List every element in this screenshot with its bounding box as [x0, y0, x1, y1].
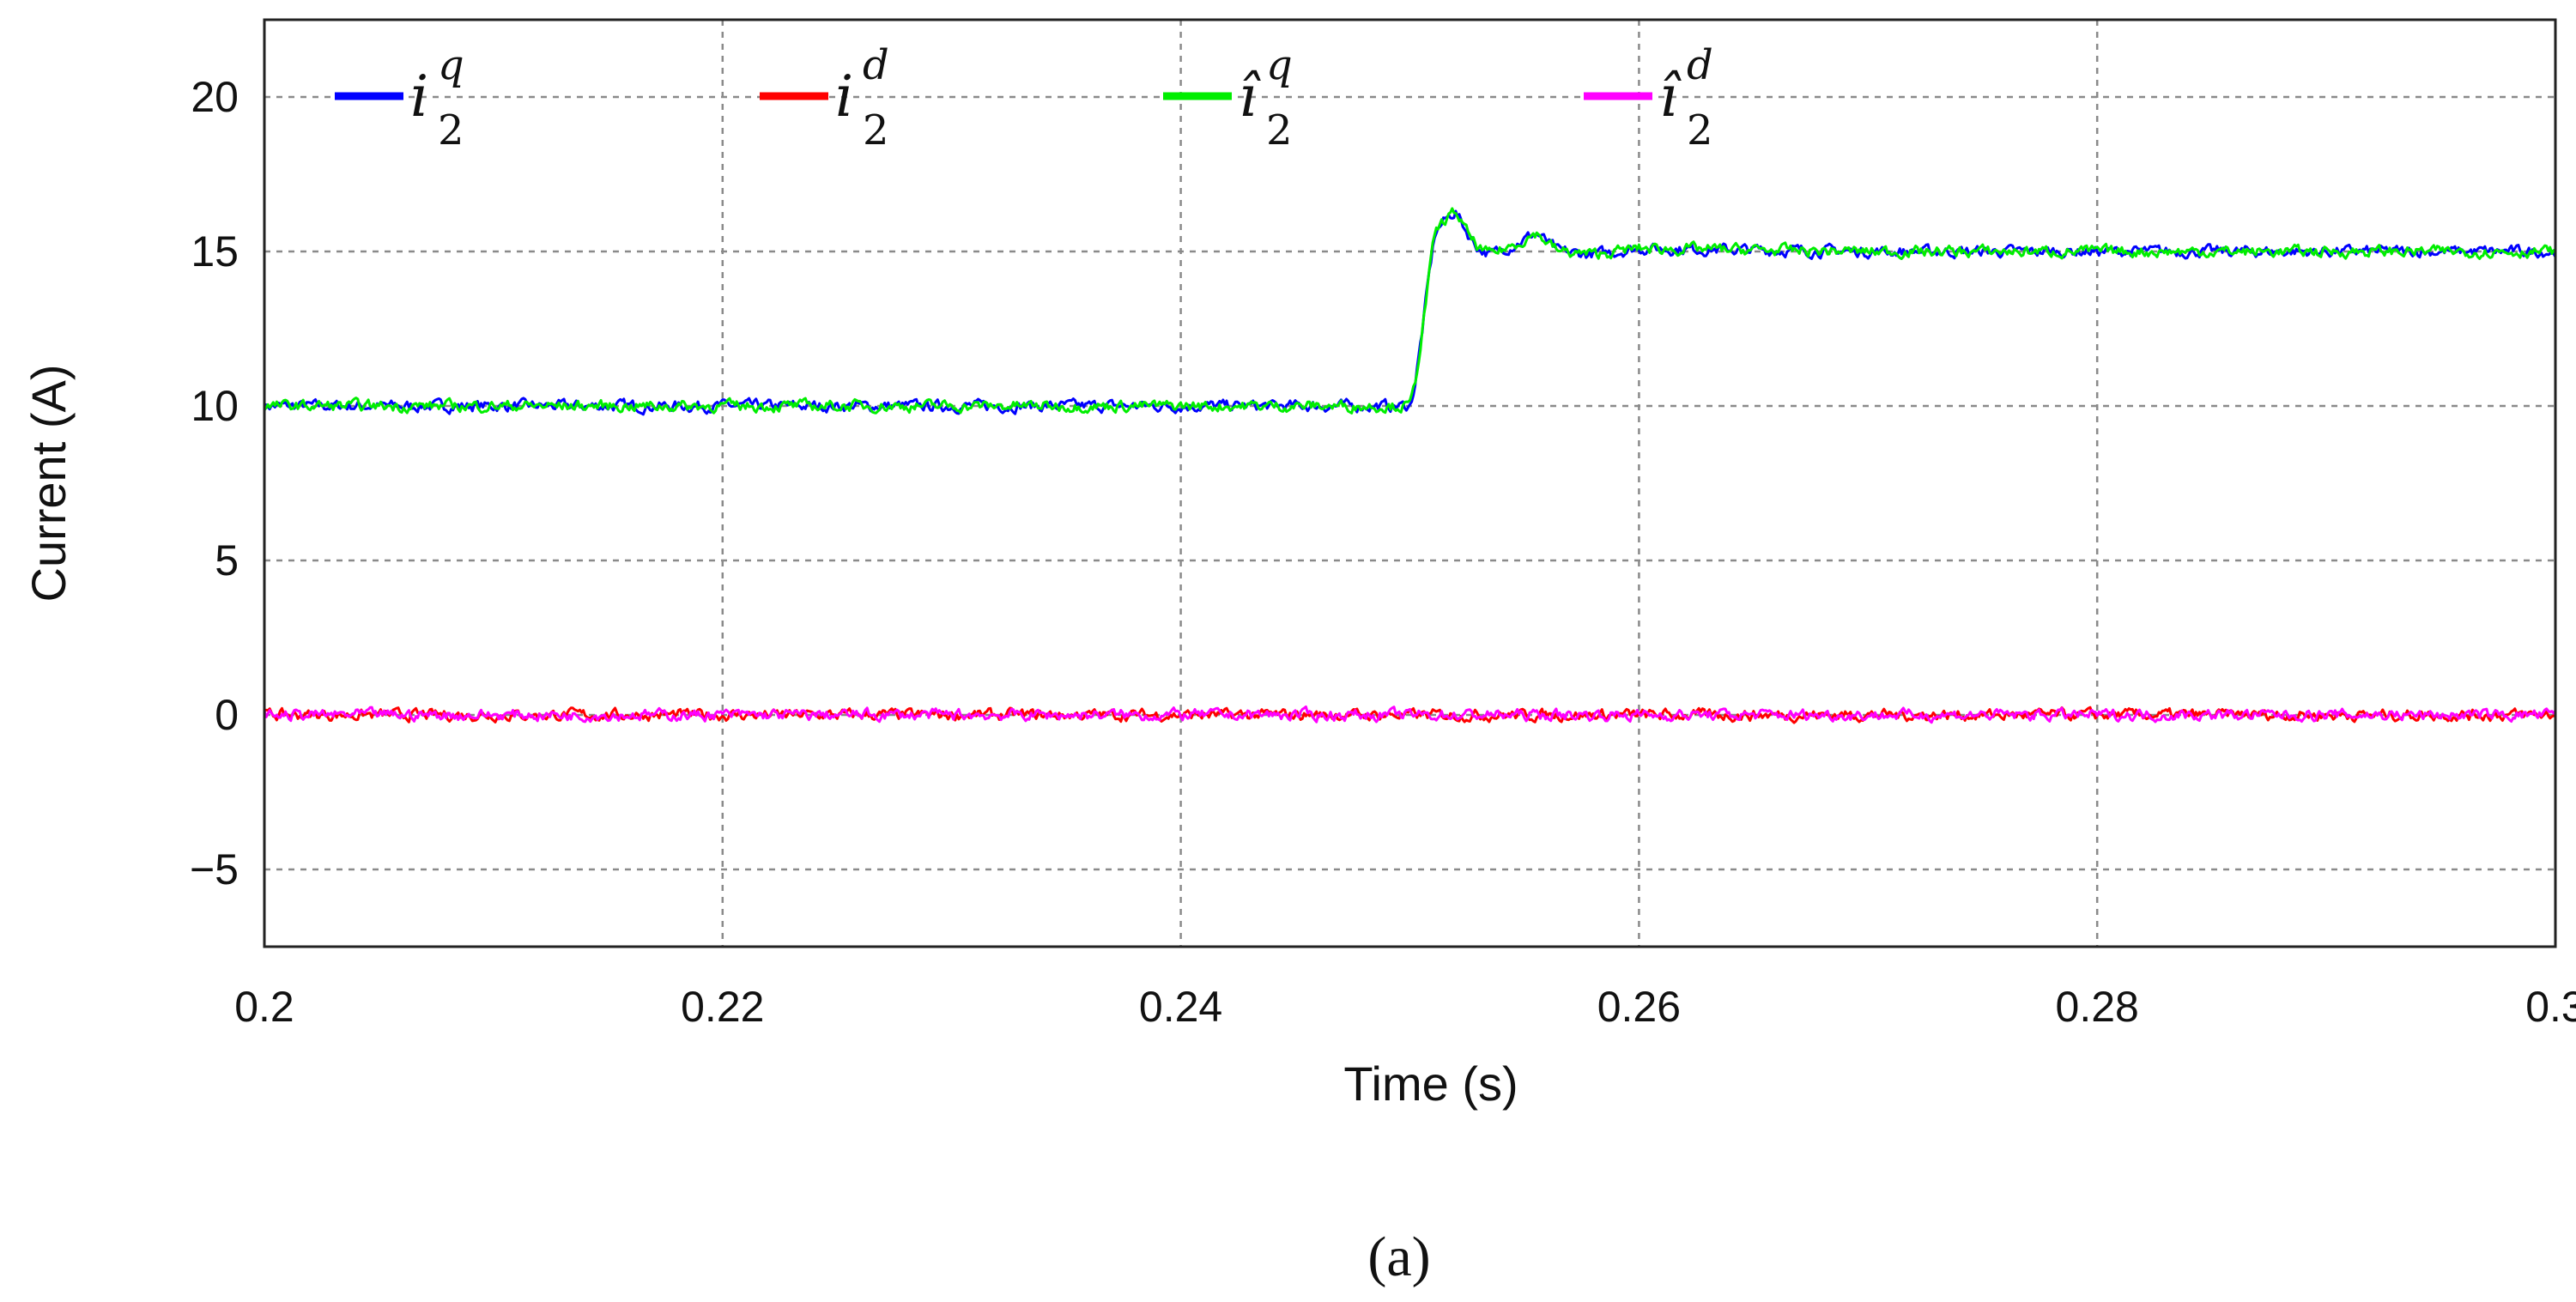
y-tick-label: 15: [191, 227, 239, 276]
y-tick-label: 20: [191, 73, 239, 121]
legend-superscript-i2d: d: [863, 41, 889, 89]
panel-label: (a): [1367, 1226, 1430, 1288]
x-tick-label: 0.24: [1139, 983, 1222, 1031]
legend: i q2i d2î q2î d2: [335, 41, 1713, 154]
y-tick-label: −5: [190, 845, 239, 893]
x-axis-title: Time (s): [1343, 1057, 1518, 1111]
x-tick-labels: 0.2 0.22 0.24 0.26 0.28 0.3: [234, 983, 2576, 1031]
x-tick-label: 0.2: [234, 983, 294, 1031]
y-tick-label: 0: [215, 691, 239, 739]
legend-label-i2d: i: [835, 64, 853, 130]
legend-superscript-î2q: q: [1266, 41, 1293, 89]
legend-subscript-î2q: 2: [1266, 106, 1293, 154]
y-tick-labels: −5 0 5 10 15 20: [190, 73, 239, 893]
y-axis-title: Current (A): [21, 365, 76, 603]
series-group: [263, 207, 2557, 724]
y-tick-label: 10: [191, 382, 239, 430]
legend-subscript-i2q: 2: [438, 106, 464, 154]
x-tick-label: 0.3: [2525, 983, 2576, 1031]
x-tick-label: 0.26: [1597, 983, 1681, 1031]
legend-subscript-î2d: 2: [1687, 106, 1713, 154]
plot-frame: [263, 18, 2557, 948]
legend-superscript-î2d: d: [1687, 41, 1713, 89]
legend-label-i2q: i: [410, 64, 428, 130]
series-line-î2d: [263, 706, 2557, 724]
y-tick-label: 5: [215, 536, 239, 584]
legend-subscript-i2d: 2: [863, 106, 889, 154]
x-tick-label: 0.22: [681, 983, 764, 1031]
legend-superscript-i2q: q: [438, 41, 464, 89]
series-line-î2q: [263, 207, 2556, 415]
x-tick-label: 0.28: [2056, 983, 2139, 1031]
